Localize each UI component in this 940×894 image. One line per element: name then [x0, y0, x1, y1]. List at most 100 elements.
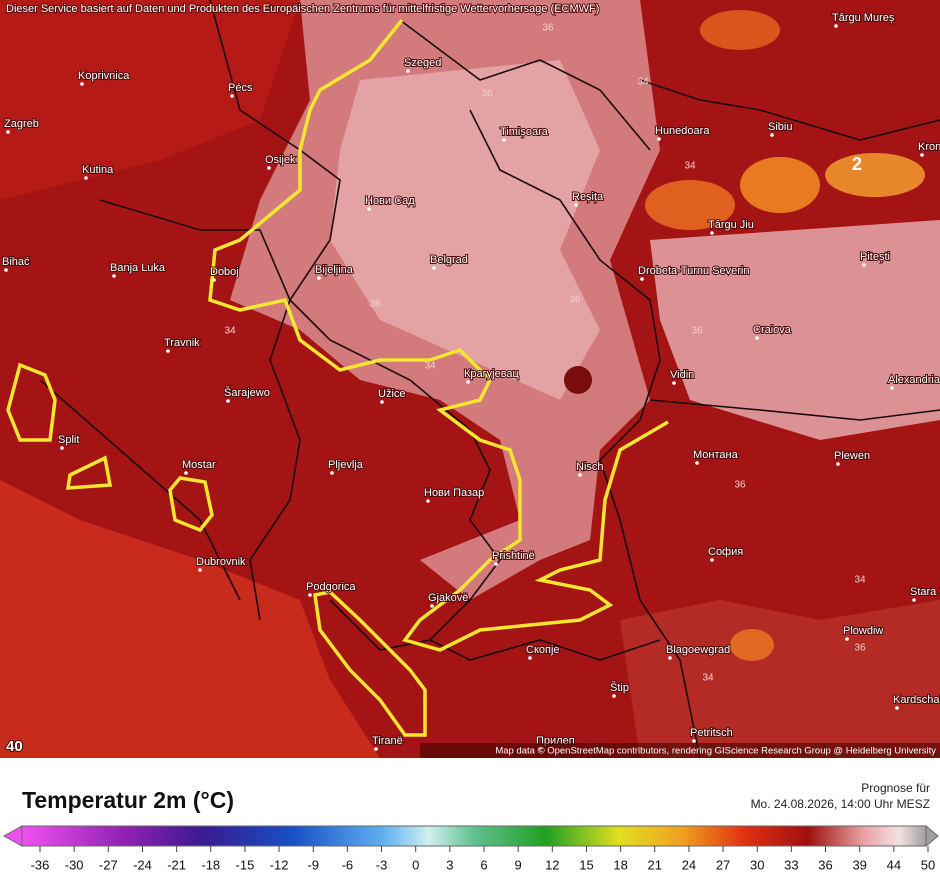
contour-label: 36	[481, 89, 493, 100]
contour-label: 34	[854, 575, 866, 586]
city-label: Podgorica	[306, 581, 356, 593]
city-label: Drobeta-Turnu Severin	[638, 265, 749, 277]
tick-label: -15	[236, 857, 255, 872]
city-label: Kardschali	[893, 694, 940, 706]
city-dot	[330, 471, 334, 475]
city-dot	[640, 277, 644, 281]
city-label: Szeged	[404, 57, 441, 69]
city-dot	[267, 166, 271, 170]
tick-label: 27	[716, 857, 730, 872]
city-label: Târgu Jiu	[708, 219, 754, 231]
city-dot	[890, 386, 894, 390]
city-dot	[494, 562, 498, 566]
contour-label: 36	[854, 643, 866, 654]
city-dot	[430, 604, 434, 608]
city-dot	[672, 381, 676, 385]
tick-label: 36	[818, 857, 832, 872]
city-dot	[528, 656, 532, 660]
city-label: Plewen	[834, 450, 870, 462]
legend: Temperatur 2m (°C) Prognose für Mo. 24.0…	[2, 781, 939, 872]
city-dot	[80, 82, 84, 86]
tick-label: -9	[307, 857, 319, 872]
city-dot	[367, 207, 371, 211]
tick-label: 33	[784, 857, 798, 872]
colorbar-low-arrow	[2, 825, 23, 847]
city-dot	[912, 598, 916, 602]
city-dot	[692, 739, 696, 743]
city-label: Pécs	[228, 82, 253, 94]
hot-spot	[700, 10, 780, 50]
tick-label: 9	[515, 857, 522, 872]
tick-label: 30	[750, 857, 764, 872]
city-label: Timișoara	[500, 126, 549, 138]
contour-label: 36	[569, 295, 581, 306]
contour-label: 36	[691, 326, 703, 337]
contour-label: 2	[852, 154, 862, 174]
hot-spot	[730, 629, 774, 661]
tick-label: 18	[613, 857, 627, 872]
map-credit: Map data © OpenStreetMap contributors, r…	[495, 746, 936, 757]
city-label: Скопје	[526, 644, 560, 656]
city-dot	[84, 176, 88, 180]
city-dot	[770, 133, 774, 137]
city-label: Reșița	[572, 191, 604, 203]
walachia-region	[650, 220, 940, 440]
tick-label: 3	[446, 857, 453, 872]
city-dot	[426, 499, 430, 503]
city-label: Koprivnica	[78, 70, 130, 82]
tick-label: -18	[201, 857, 220, 872]
tick-label: -30	[65, 857, 84, 872]
colorbar	[21, 825, 927, 847]
city-label: Banja Luka	[110, 262, 166, 274]
city-dot	[668, 656, 672, 660]
south-region	[620, 600, 940, 758]
city-label: Osijek	[265, 154, 296, 166]
tick-label: 39	[852, 857, 866, 872]
city-label: Petritsch	[690, 727, 733, 739]
city-label: Štip	[610, 681, 629, 694]
city-dot	[710, 231, 714, 235]
city-dot	[836, 462, 840, 466]
city-dot	[695, 461, 699, 465]
city-label: Plowdiw	[843, 625, 883, 637]
city-dot	[432, 266, 436, 270]
contour-label: 36	[542, 23, 554, 34]
city-label: Крагујевац	[464, 368, 520, 380]
forecast-time: Mo. 24.08.2026, 14:00 Uhr MESZ	[751, 797, 930, 811]
city-dot	[755, 336, 759, 340]
contour-label: 36	[369, 299, 381, 310]
city-dot	[920, 153, 924, 157]
contour-labels: 36 34 36 34 36 36 34 34 36 36 34 36 34 2	[224, 23, 866, 684]
tick-label: 15	[579, 857, 593, 872]
city-dot	[406, 69, 410, 73]
city-dot	[308, 593, 312, 597]
tick-label: 44	[887, 857, 901, 872]
city-label: Doboj	[210, 266, 239, 278]
tick-label: 21	[648, 857, 662, 872]
city-dot	[578, 473, 582, 477]
city-label: Split	[58, 434, 79, 446]
city-label: Нови Пазар	[424, 487, 484, 499]
legend-title: Temperatur 2m (°C)	[22, 787, 234, 813]
city-dot	[895, 706, 899, 710]
city-label: Sibiu	[768, 121, 792, 133]
contour-label: 36	[734, 480, 746, 491]
city-label: Zagreb	[4, 118, 39, 130]
contour-label: 34	[684, 161, 696, 172]
city-label: Prishtinë	[492, 550, 535, 562]
tick-label: -12	[270, 857, 289, 872]
borders	[39, 0, 940, 759]
tick-label: 24	[682, 857, 696, 872]
city-label: Hunedoara	[655, 125, 710, 137]
city-dot	[4, 268, 8, 272]
city-dot	[230, 94, 234, 98]
tick-label: 12	[545, 857, 559, 872]
north-region	[0, 0, 300, 200]
city-label: Bijeljina	[315, 264, 354, 276]
city-dot	[574, 203, 578, 207]
city-label: София	[708, 546, 743, 558]
contour-label: 34	[637, 77, 649, 88]
tick-label: -36	[31, 857, 50, 872]
colorbar-high-arrow	[925, 824, 939, 848]
